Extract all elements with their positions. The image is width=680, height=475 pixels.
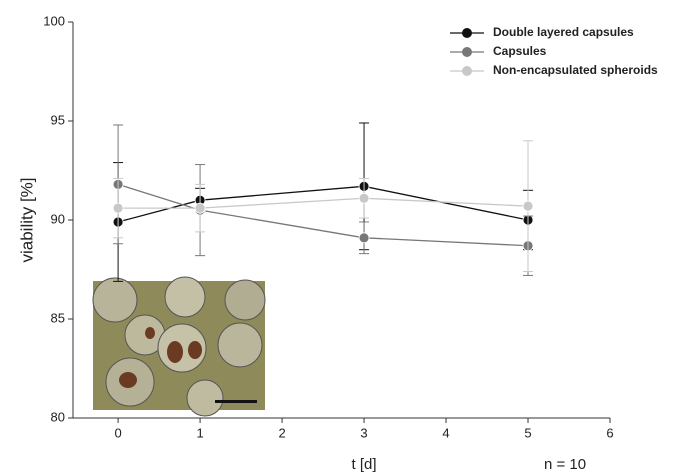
series-line [118, 197, 529, 209]
legend-marker [462, 47, 472, 57]
y-tick-label: 85 [51, 310, 65, 325]
x-tick-label: 0 [114, 425, 121, 440]
y-tick-label: 100 [43, 13, 65, 28]
x-tick-label: 5 [524, 425, 531, 440]
data-point [358, 192, 370, 204]
inset-photo [92, 276, 266, 417]
data-point [194, 202, 206, 214]
x-tick-label: 4 [442, 425, 449, 440]
data-point [522, 200, 534, 212]
series-line [117, 185, 529, 223]
series-line [117, 183, 529, 247]
y-tick-label: 90 [51, 211, 65, 226]
y-tick-label: 80 [51, 409, 65, 424]
x-tick-label: 2 [278, 425, 285, 440]
data-point [112, 202, 124, 214]
data-point [358, 232, 370, 244]
x-tick-label: 6 [606, 425, 613, 440]
x-tick-label: 1 [196, 425, 203, 440]
legend-marker [462, 66, 472, 76]
x-tick-label: 3 [360, 425, 367, 440]
legend-label: Double layered capsules [493, 25, 634, 39]
x-axis-label: t [d] [351, 456, 376, 473]
legend-label: Capsules [493, 44, 547, 58]
y-tick-label: 95 [51, 112, 65, 127]
legend-marker [462, 28, 472, 38]
legend-label: Non-encapsulated spheroids [493, 63, 658, 77]
annotation: n = 10 [544, 456, 586, 473]
y-axis-label: viability [%] [17, 177, 36, 262]
